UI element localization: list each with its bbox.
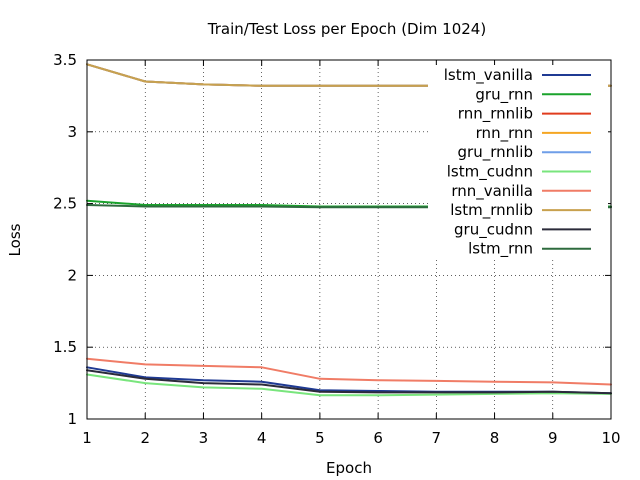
- y-tick-label: 2: [67, 266, 77, 284]
- x-axis-title: Epoch: [326, 459, 372, 477]
- legend-label-lstm-rnn: lstm_rnn: [468, 240, 533, 259]
- chart-title: Train/Test Loss per Epoch (Dim 1024): [207, 20, 486, 38]
- legend-background: [428, 65, 608, 260]
- y-tick-label: 1: [67, 410, 77, 428]
- x-tick-label: 3: [199, 429, 209, 447]
- series-line-lstm-cudnn: [86, 373, 612, 397]
- x-tick-label: 8: [490, 429, 500, 447]
- y-tick-label: 2.5: [53, 195, 77, 213]
- x-tick-label: 7: [432, 429, 442, 447]
- legend: lstm_vanillagru_rnnrnn_rnnlibrnn_rnngru_…: [428, 65, 608, 260]
- plot-frame: [86, 59, 612, 420]
- x-tick-label: 2: [140, 429, 150, 447]
- legend-label-lstm-cudnn: lstm_cudnn: [447, 163, 533, 182]
- axis-ticks: 1 2 3 4 5 6 7 8 9 10 1 1.5 2 2.5 3 3.5: [53, 51, 620, 447]
- x-tick-label: 10: [601, 429, 620, 447]
- x-tick-label: 9: [548, 429, 558, 447]
- y-axis-title: Loss: [6, 223, 24, 256]
- legend-label-gru-cudnn: gru_cudnn: [454, 220, 533, 239]
- series-line-rnn-vanilla: [86, 357, 612, 386]
- legend-label-rnn-vanilla: rnn_vanilla: [451, 182, 533, 201]
- legend-label-rnn-rnnlib: rnn_rnnlib: [458, 105, 533, 124]
- legend-label-gru-rnnlib: gru_rnnlib: [458, 143, 533, 162]
- x-tick-label: 6: [373, 429, 383, 447]
- y-tick-label: 3.5: [53, 51, 77, 69]
- series-line-gru-cudnn: [86, 369, 612, 395]
- x-tick-label: 1: [82, 429, 92, 447]
- legend-label-gru-rnn: gru_rnn: [475, 85, 533, 104]
- y-tick-label: 3: [67, 123, 77, 141]
- legend-label-lstm-vanilla: lstm_vanilla: [444, 66, 533, 85]
- x-tick-label: 5: [315, 429, 325, 447]
- x-tick-label: 4: [257, 429, 267, 447]
- legend-label-rnn-rnn: rnn_rnn: [476, 124, 533, 143]
- legend-label-lstm-rnnlib: lstm_rnnlib: [450, 201, 533, 220]
- y-tick-label: 1.5: [53, 338, 77, 356]
